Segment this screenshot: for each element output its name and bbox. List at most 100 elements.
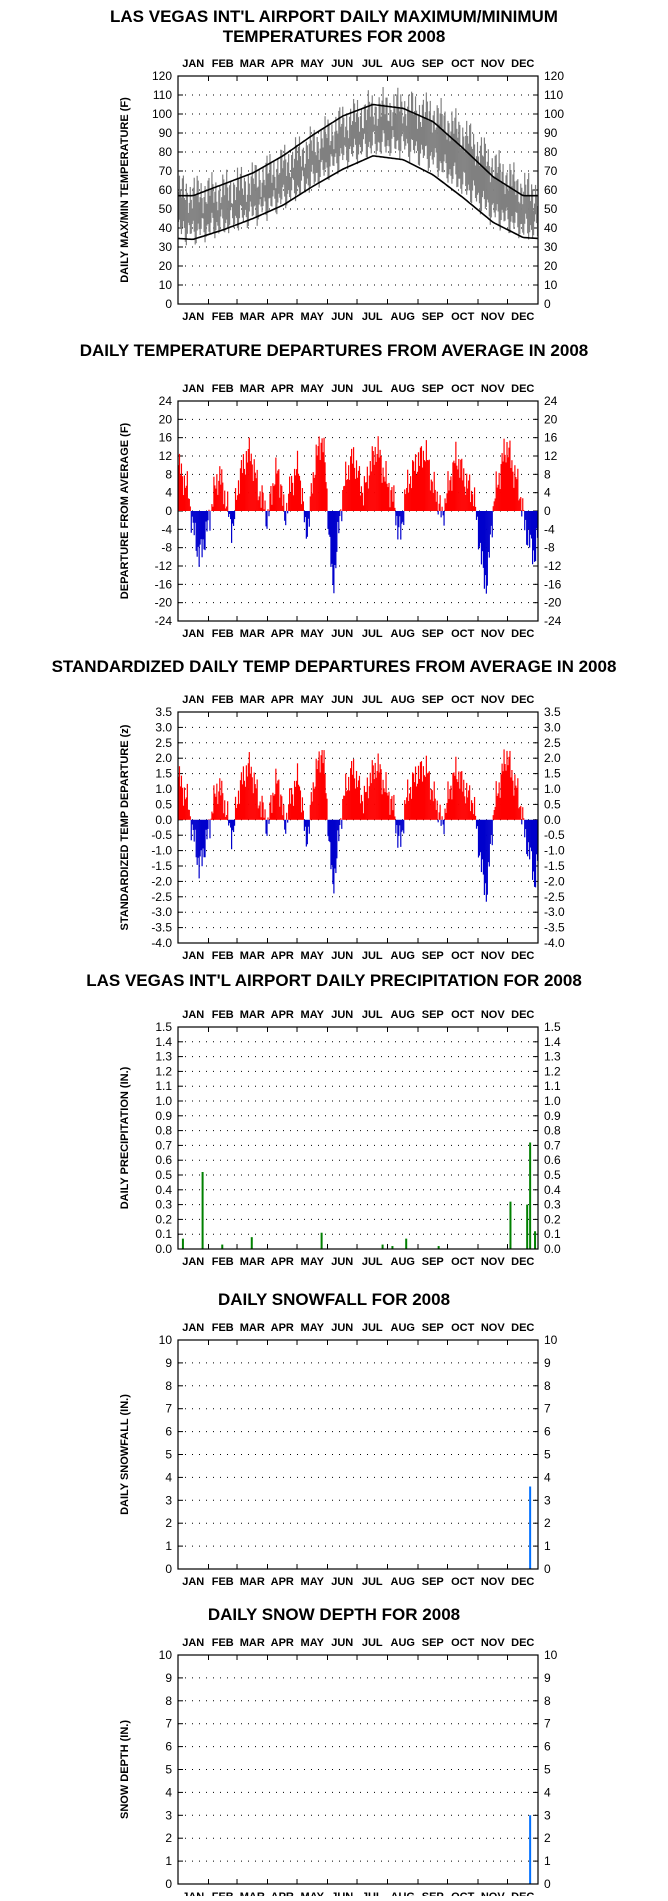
month-label-top: MAR (240, 694, 265, 706)
month-label-bottom: NOV (481, 628, 506, 640)
month-label-top: JAN (182, 383, 204, 395)
month-label-bottom: MAR (240, 311, 265, 323)
month-label-bottom: AUG (391, 311, 415, 323)
y-tick-left: 50 (159, 202, 173, 216)
y-tick-left: 4 (165, 1470, 172, 1484)
y-tick-left: -12 (155, 559, 173, 573)
month-label-bottom: SEP (422, 628, 444, 640)
month-label-top: FEB (212, 1009, 234, 1021)
chart-2: DAILY TEMPERATURE DEPARTURES FROM AVERAG… (80, 341, 589, 640)
month-label-top: MAY (301, 58, 325, 70)
y-tick-right: -3.0 (544, 905, 565, 919)
y-tick-left: 0.0 (155, 1242, 172, 1256)
month-label-top: AUG (391, 58, 415, 70)
month-label-top: JUL (362, 1009, 383, 1021)
y-tick-left: 2.0 (155, 751, 172, 765)
month-label-bottom: JUN (331, 1576, 353, 1588)
y-tick-right: 50 (544, 202, 558, 216)
y-tick-right: 0 (544, 1877, 551, 1891)
month-label-top: AUG (391, 1637, 415, 1649)
month-label-bottom: OCT (451, 950, 475, 962)
y-tick-right: 40 (544, 221, 558, 235)
departure-bars (177, 436, 539, 594)
month-label-bottom: OCT (451, 1891, 475, 1896)
month-label-top: JAN (182, 1009, 204, 1021)
y-tick-right: -1.0 (544, 844, 565, 858)
chart-3: STANDARDIZED DAILY TEMP DEPARTURES FROM … (52, 657, 617, 962)
month-label-bottom: SEP (422, 950, 444, 962)
y-tick-right: 120 (544, 69, 564, 83)
month-label-top: FEB (212, 694, 234, 706)
month-label-top: DEC (511, 1009, 534, 1021)
month-label-top: JAN (182, 1637, 204, 1649)
month-label-top: AUG (391, 694, 415, 706)
y-tick-right: 20 (544, 412, 558, 426)
month-label-top: JUN (331, 383, 353, 395)
y-tick-right: -24 (544, 614, 562, 628)
month-label-top: NOV (481, 1322, 506, 1334)
normal-max-line (178, 103, 538, 197)
month-label-bottom: OCT (451, 628, 475, 640)
month-label-top: NOV (481, 58, 506, 70)
month-label-top: MAY (301, 1637, 325, 1649)
y-tick-right: 8 (544, 467, 551, 481)
y-tick-left: 24 (159, 394, 173, 408)
month-label-top: MAY (301, 383, 325, 395)
y-tick-right: 0.6 (544, 1153, 561, 1167)
y-tick-left: 1.0 (155, 782, 172, 796)
plot-frame (177, 711, 539, 944)
y-tick-right: 1.4 (544, 1035, 561, 1049)
y-tick-left: -4 (161, 522, 172, 536)
y-tick-right: 0.8 (544, 1124, 561, 1138)
y-tick-right: 0.0 (544, 1242, 561, 1256)
y-tick-left: 9 (165, 1671, 172, 1685)
month-label-bottom: JUN (331, 311, 353, 323)
y-tick-left: -20 (155, 596, 173, 610)
y-tick-right: 70 (544, 164, 558, 178)
chart-title: DAILY TEMPERATURE DEPARTURES FROM AVERAG… (80, 341, 589, 360)
y-tick-left: 3.0 (155, 720, 172, 734)
month-label-bottom: OCT (451, 311, 475, 323)
month-label-top: DEC (511, 1322, 534, 1334)
month-label-bottom: NOV (481, 1891, 506, 1896)
y-tick-right: 2.5 (544, 736, 561, 750)
y-tick-right: 0 (544, 1562, 551, 1576)
y-tick-left: 0 (165, 504, 172, 518)
y-tick-right: 0.0 (544, 813, 561, 827)
y-tick-left: 10 (159, 1648, 173, 1662)
y-axis-label: DAILY MAX/MIN TEMPERATURE (F) (119, 97, 131, 283)
month-label-top: JUL (362, 694, 383, 706)
y-tick-right: 0.5 (544, 797, 561, 811)
y-tick-right: 0.5 (544, 1168, 561, 1182)
y-tick-right: 0.3 (544, 1198, 561, 1212)
y-tick-right: 3.5 (544, 705, 561, 719)
month-label-top: MAR (240, 1322, 265, 1334)
month-label-top: DEC (511, 694, 534, 706)
month-label-top: DEC (511, 58, 534, 70)
y-tick-left: 0.1 (155, 1227, 172, 1241)
y-tick-left: 1.5 (155, 1020, 172, 1034)
y-tick-right: 100 (544, 107, 564, 121)
month-label-bottom: JUL (362, 1256, 383, 1268)
normal-min-line (177, 155, 539, 241)
month-label-top: DEC (511, 383, 534, 395)
month-label-top: JAN (182, 58, 204, 70)
month-label-top: OCT (451, 383, 475, 395)
month-label-top: SEP (422, 1637, 444, 1649)
y-tick-left: 8 (165, 1694, 172, 1708)
month-label-top: JAN (182, 1322, 204, 1334)
month-label-bottom: MAY (301, 311, 325, 323)
month-label-top: MAR (240, 1637, 265, 1649)
month-label-bottom: AUG (391, 1891, 415, 1896)
month-label-bottom: NOV (481, 1576, 506, 1588)
month-label-top: FEB (212, 1637, 234, 1649)
y-tick-right: 1.1 (544, 1079, 561, 1093)
month-label-bottom: DEC (511, 628, 534, 640)
month-label-bottom: JUL (362, 950, 383, 962)
month-label-top: JUL (362, 1637, 383, 1649)
month-label-top: JUL (362, 1322, 383, 1334)
month-label-bottom: JUN (331, 628, 353, 640)
plot-frame (177, 1654, 539, 1885)
y-tick-right: 4 (544, 486, 551, 500)
y-tick-left: 8 (165, 467, 172, 481)
